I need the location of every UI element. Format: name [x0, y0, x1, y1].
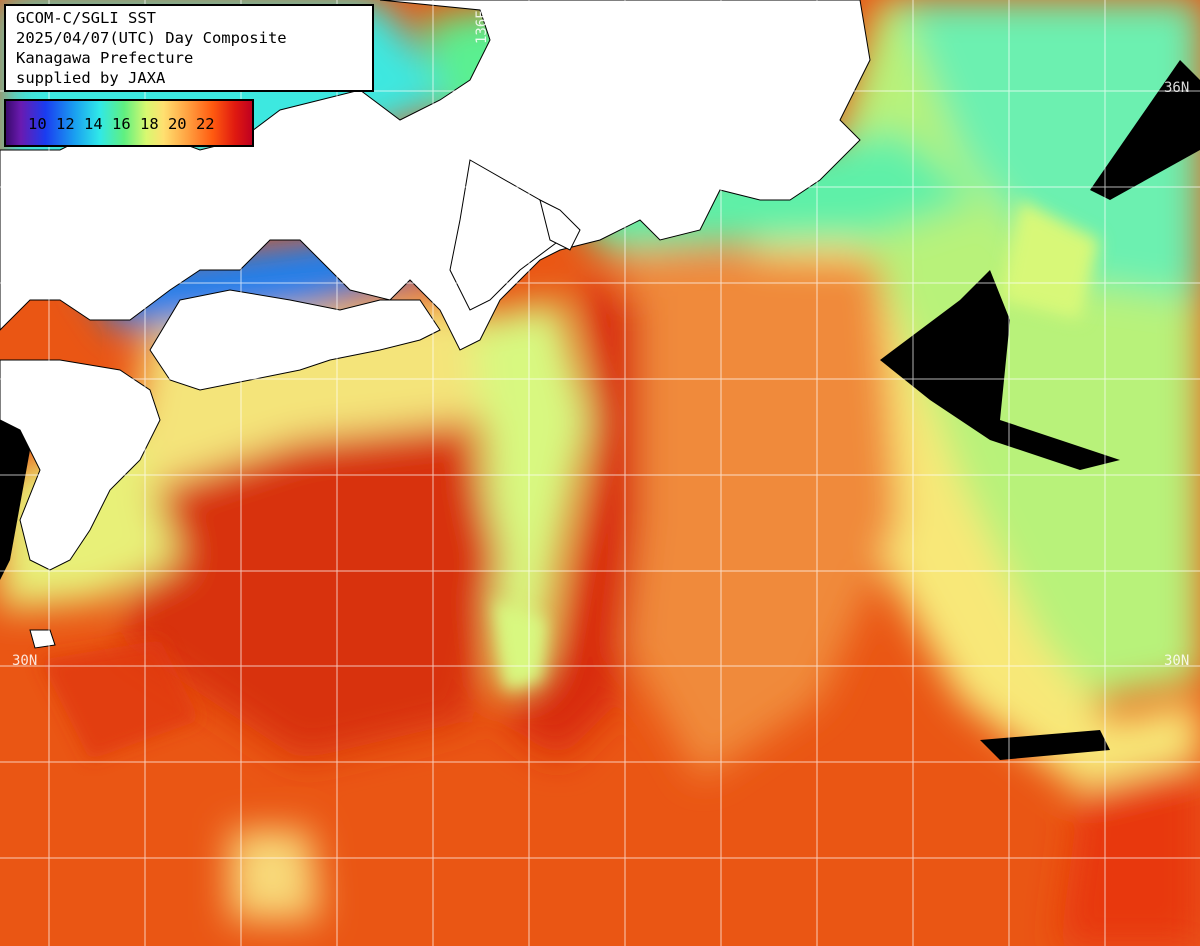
sst-detail [40, 200, 1100, 760]
warm-orange-center [620, 250, 900, 780]
agency-label: Kanagawa Prefecture [16, 49, 194, 67]
legend-tick-labels: 10 12 14 16 18 20 22 [28, 115, 215, 133]
cool-tongue [470, 300, 590, 690]
kyushu-land [0, 359, 161, 571]
warm-spot-south [230, 830, 320, 920]
supplier-label: supplied by JAXA [16, 69, 166, 87]
cool-northeast-top [900, 0, 1200, 300]
kuroshio-core [500, 280, 640, 760]
warm-south-east [1060, 760, 1200, 946]
small-island-south [29, 629, 56, 649]
yellow-patch-east [1000, 200, 1100, 320]
warm-core-west [120, 390, 500, 760]
cloud-band-east [880, 270, 1120, 470]
izu-island [539, 199, 581, 251]
date-label: 2025/04/07(UTC) Day Composite [16, 29, 287, 47]
honshu-land [0, 0, 871, 351]
cloud-masks [0, 60, 1200, 760]
kuroshio-tongue-tip [495, 600, 545, 690]
temperature-color-legend: 10 12 14 16 18 20 22 [4, 99, 254, 147]
latitude-label-30n-right: 30N [1164, 653, 1190, 669]
warm-filament-west [40, 640, 200, 760]
longitude-label-136e: 136E [474, 10, 490, 44]
product-title: GCOM-C/SGLI SST [16, 9, 156, 27]
shikoku-land [149, 289, 441, 391]
cloud-streak-south [980, 730, 1110, 760]
cloud-west-edge [0, 400, 30, 580]
map-title-box: GCOM-C/SGLI SST 2025/04/07(UTC) Day Comp… [4, 4, 374, 92]
latitude-label-36n: 36N [1164, 80, 1190, 96]
land-masses [0, 0, 871, 649]
cloud-northeast [1090, 60, 1200, 200]
latitude-label-30n-left: 30N [12, 653, 38, 669]
